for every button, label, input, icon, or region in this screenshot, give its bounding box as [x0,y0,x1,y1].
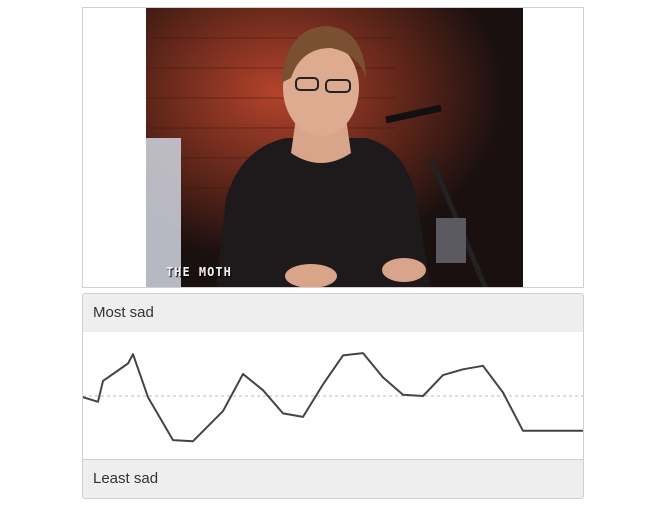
video-frame-image: THE MOTH [146,8,523,287]
least-sad-label: Least sad [82,459,584,499]
sadness-chart-svg [83,352,583,443]
speaker-still [146,8,523,287]
sadness-series-line [83,352,583,443]
sadness-chart [82,332,584,460]
video-player[interactable]: THE MOTH [82,7,584,288]
video-watermark: THE MOTH [166,265,232,279]
mood-panel: THE MOTH Most sad Least sad [82,7,584,499]
most-sad-label: Most sad [82,293,584,333]
